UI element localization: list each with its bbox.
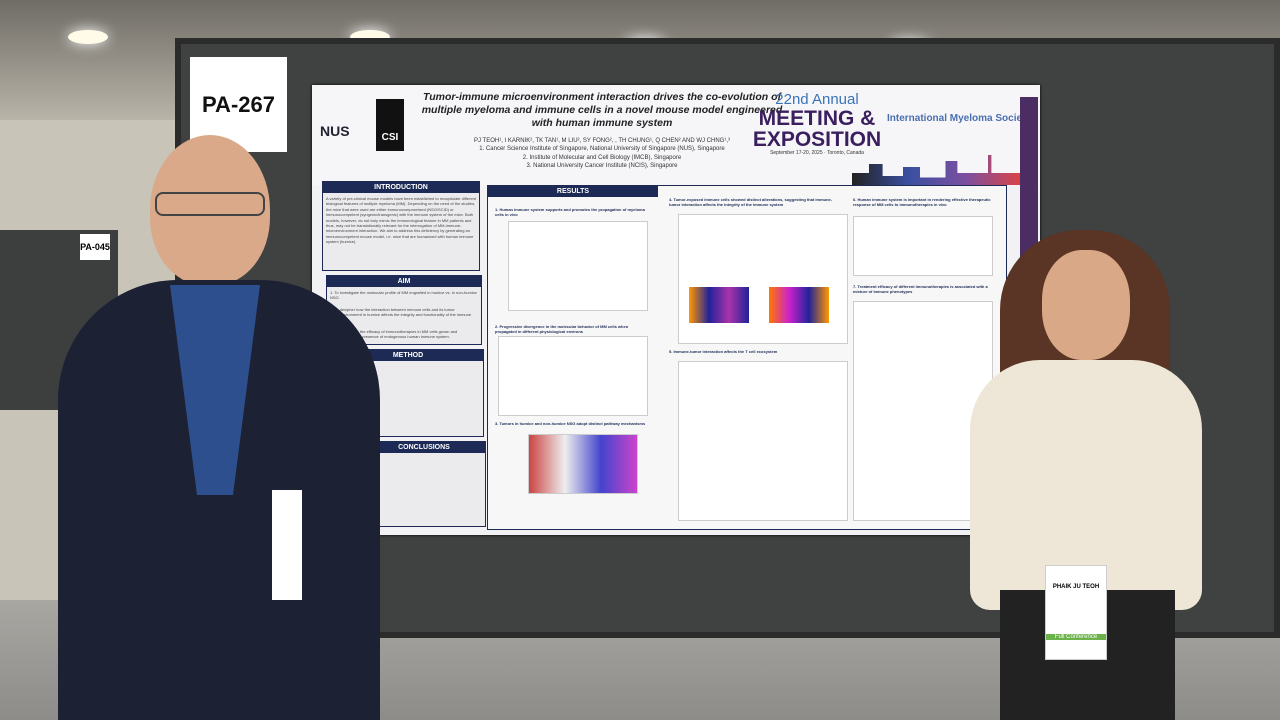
section-heading: METHOD bbox=[333, 350, 483, 361]
introduction-section: INTRODUCTION A variety of pre-clinical m… bbox=[322, 181, 480, 271]
result-figure bbox=[678, 361, 848, 521]
conference-name: EXPOSITION bbox=[752, 128, 882, 151]
heatmap-figure bbox=[528, 434, 638, 494]
society-logo: International Myeloma Society bbox=[887, 113, 1031, 124]
result-figure bbox=[853, 216, 993, 276]
woman-badge: PHAIK JU TEOH Full Conference bbox=[1045, 565, 1107, 660]
aim-item: 3. To investigate the efficacy of immuno… bbox=[330, 328, 458, 340]
heatmap bbox=[769, 287, 829, 323]
section-heading: RESULTS bbox=[488, 186, 658, 197]
results-section: RESULTS 1. Human immune system supports … bbox=[487, 185, 1007, 530]
result-subheading: 4. Tumor-exposed immune cells showed dis… bbox=[669, 197, 833, 208]
man-head bbox=[150, 135, 270, 285]
result-figure bbox=[508, 221, 648, 311]
result-subheading: 6. Human immune system is important in r… bbox=[853, 197, 991, 208]
section-heading: AIM bbox=[327, 276, 481, 287]
poster-number-sign: PA-267 bbox=[190, 57, 287, 152]
author-list: PJ TEOH¹, I KARNIK², TK TAN¹, M LIU², SY… bbox=[473, 138, 730, 144]
glasses bbox=[155, 192, 265, 216]
section-heading: CONCLUSIONS bbox=[363, 442, 485, 453]
result-subheading: 2. Progressive divergence in the molecul… bbox=[495, 324, 629, 335]
nus-logo: NUS bbox=[320, 123, 350, 139]
result-figure bbox=[853, 301, 993, 521]
csi-logo: CSI bbox=[376, 99, 404, 151]
toronto-skyline bbox=[852, 155, 1022, 185]
poster-authors: PJ TEOH¹, I KARNIK², TK TAN¹, M LIU², SY… bbox=[412, 137, 792, 171]
conclusions-section: CONCLUSIONS bbox=[362, 441, 486, 527]
badge-type: Full Conference bbox=[1046, 634, 1106, 640]
conference-logo: 22nd Annual MEETING & EXPOSITION Septemb… bbox=[742, 91, 892, 156]
section-heading: INTRODUCTION bbox=[323, 182, 479, 193]
conference-dates: September 17-20, 2025 · Toronto, Canada bbox=[770, 150, 864, 156]
affiliation: 3. National University Cancer Institute … bbox=[526, 163, 678, 170]
man-badge bbox=[272, 490, 302, 600]
neighbor-sign: PA-045 bbox=[80, 234, 110, 260]
result-subheading: 5. Immune-tumor interaction affects the … bbox=[669, 349, 778, 354]
conference-name: MEETING & bbox=[758, 107, 876, 130]
ceiling-light bbox=[68, 30, 108, 44]
result-figure bbox=[498, 336, 648, 416]
affiliation: 1. Cancer Science Institute of Singapore… bbox=[479, 146, 725, 153]
heatmap bbox=[689, 287, 749, 323]
badge-name: PHAIK JU TEOH bbox=[1052, 584, 1100, 590]
poster-title: Tumor-immune microenvironment interactio… bbox=[421, 91, 783, 130]
result-subheading: 3. Tumors in humice and non-humice NSG a… bbox=[495, 421, 646, 426]
aim-item: 1. To investigate the molecular profile … bbox=[330, 290, 477, 301]
result-subheading: 7. Treatment efficacy of different immun… bbox=[853, 284, 988, 295]
poster: NUS CSI Tumor-immune microenvironment in… bbox=[312, 85, 1040, 535]
conference-edition: 22nd Annual bbox=[775, 91, 859, 108]
woman-face bbox=[1042, 250, 1130, 360]
poster-header: NUS CSI Tumor-immune microenvironment in… bbox=[312, 85, 1040, 185]
affiliation: 2. Institute of Molecular and Cell Biolo… bbox=[522, 154, 682, 161]
result-figure bbox=[678, 214, 848, 344]
section-text: A variety of pre-clinical mouse models h… bbox=[326, 196, 477, 245]
result-subheading: 1. Human immune system supports and prom… bbox=[495, 207, 645, 218]
